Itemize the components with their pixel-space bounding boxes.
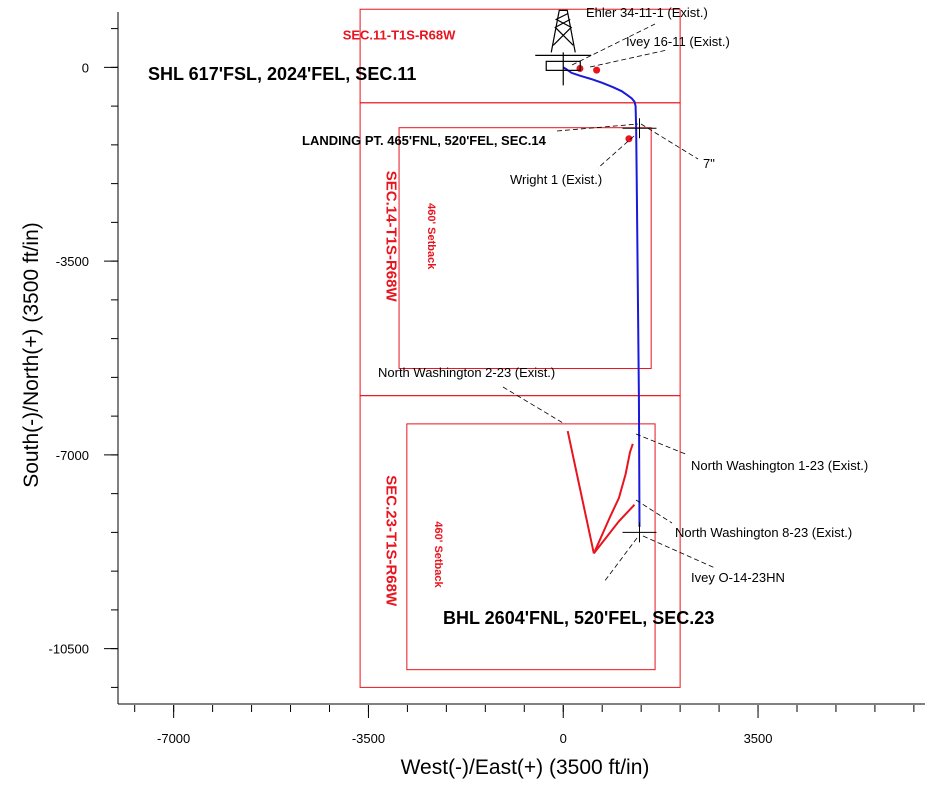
annotation-label: North Washington 8-23 (Exist.) — [675, 525, 852, 540]
leader-line — [597, 135, 635, 169]
rig-base — [545, 60, 581, 71]
leader-line — [556, 123, 639, 132]
leader-line — [635, 433, 689, 456]
axes: -7000 -3500 0 3500 0 -3500 -7000 -10500 — [49, 12, 925, 746]
leader-line — [589, 49, 668, 68]
annotation-label: North Washington 2-23 (Exist.) — [378, 365, 555, 380]
x-tick-label: -7000 — [157, 731, 190, 746]
offset-well-point — [593, 66, 601, 74]
section-label: SEC.14-T1S-R68W — [382, 171, 399, 303]
rig-bracing — [554, 18, 574, 46]
offset-well-point — [625, 135, 633, 143]
leader-line — [640, 123, 699, 160]
offset-well-line — [593, 504, 636, 555]
x-tick-label: 3500 — [744, 731, 773, 746]
leader-lines — [502, 23, 716, 583]
y-tick-label: -7000 — [56, 448, 89, 463]
rig-derrick — [550, 9, 576, 53]
section-boundaries: SEC.11-T1S-R68W SEC.14-T1S-R68W SEC.23-T1S… — [343, 8, 681, 688]
x-axis-label: West(-)/East(+) (3500 ft/in) — [401, 756, 650, 779]
annotation-label: Ehler 34-11-1 (Exist.) — [586, 5, 708, 20]
annotation-label: SHL 617'FSL, 2024'FEL, SEC.11 — [148, 64, 416, 84]
leader-line — [642, 535, 716, 569]
setback-label: 460' Setback — [425, 203, 437, 270]
setback-rect — [406, 423, 656, 671]
annotation-label: LANDING PT. 465'FNL, 520'FEL, SEC.14 — [302, 133, 547, 148]
y-tick-label: -3500 — [56, 254, 89, 269]
annotation-label: BHL 2604'FNL, 520'FEL, SEC.23 — [443, 608, 714, 628]
y-tick-label: 0 — [82, 60, 89, 75]
section-label: SEC.23-T1S-R68W — [382, 475, 399, 607]
offset-well-line — [566, 430, 595, 554]
annotation-label: North Washington 1-23 (Exist.) — [691, 458, 868, 473]
offset-well-line — [592, 443, 634, 554]
y-tick-label: -10500 — [49, 642, 89, 657]
section-label: SEC.11-T1S-R68W — [343, 28, 456, 43]
wellbore-line — [562, 66, 641, 527]
section-rect — [359, 395, 681, 688]
setback-rect — [398, 127, 652, 370]
setback-label: 460' Setback — [432, 521, 444, 588]
data-series — [535, 9, 657, 555]
leader-line — [603, 537, 638, 583]
section-rect — [359, 8, 681, 104]
annotations: SHL 617'FSL, 2024'FEL, SEC.11 LANDING PT.… — [148, 5, 868, 628]
annotation-label: Ivey 16-11 (Exist.) — [626, 34, 730, 49]
y-axis-label: South(-)/North(+) (3500 ft/in) — [20, 222, 43, 488]
rig-icon — [535, 9, 592, 86]
leader-line — [635, 499, 673, 524]
x-tick-label: -3500 — [352, 731, 385, 746]
leader-line — [502, 386, 564, 424]
annotation-label: Ivey O-14-23HN — [691, 570, 785, 585]
x-tick-label: 0 — [560, 731, 567, 746]
annotation-label: 7" — [703, 156, 715, 171]
annotation-label: Wright 1 (Exist.) — [510, 172, 602, 187]
